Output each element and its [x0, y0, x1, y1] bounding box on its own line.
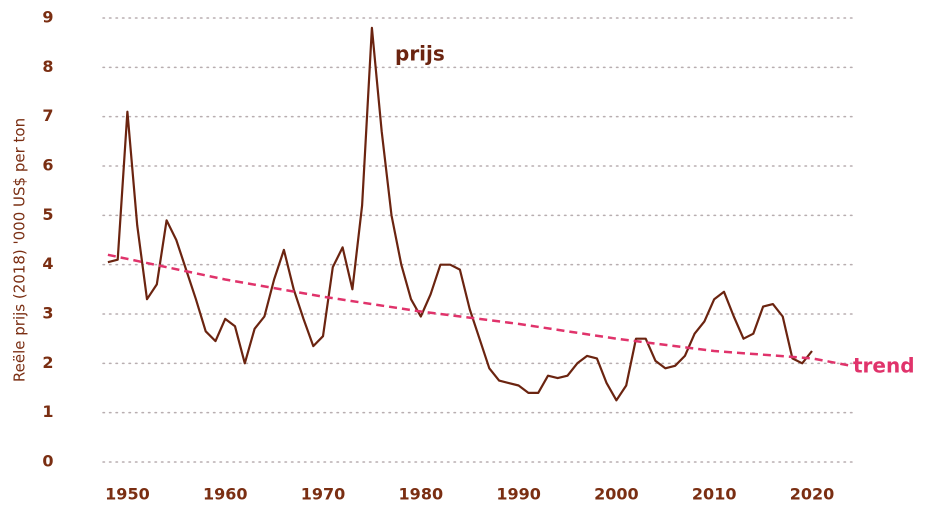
y-tick-label: 3	[42, 304, 53, 323]
x-tick-label: 2000	[594, 485, 639, 504]
series-label: trend	[853, 354, 915, 378]
x-tick-label: 1970	[301, 485, 346, 504]
series-label: prijs	[395, 42, 445, 66]
y-tick-label: 4	[42, 254, 53, 273]
y-tick-label: 7	[42, 106, 53, 125]
x-tick-label: 1960	[203, 485, 248, 504]
y-tick-label: 1	[42, 402, 53, 421]
y-tick-label: 5	[42, 205, 53, 224]
y-tick-label: 6	[42, 156, 53, 175]
x-tick-label: 1950	[105, 485, 150, 504]
y-tick-label: 2	[42, 353, 53, 372]
y-tick-label: 8	[42, 57, 53, 76]
line-trend	[107, 253, 852, 368]
y-axis-label: Reële prijs (2018) '000 US$ per ton	[11, 118, 29, 382]
x-tick-label: 2010	[692, 485, 737, 504]
y-tick-label: 0	[42, 452, 53, 471]
x-tick-label: 2020	[790, 485, 835, 504]
x-tick-label: 1990	[496, 485, 541, 504]
x-tick-label: 1980	[399, 485, 444, 504]
line-prijs	[107, 26, 813, 402]
y-tick-label: 9	[42, 8, 53, 27]
